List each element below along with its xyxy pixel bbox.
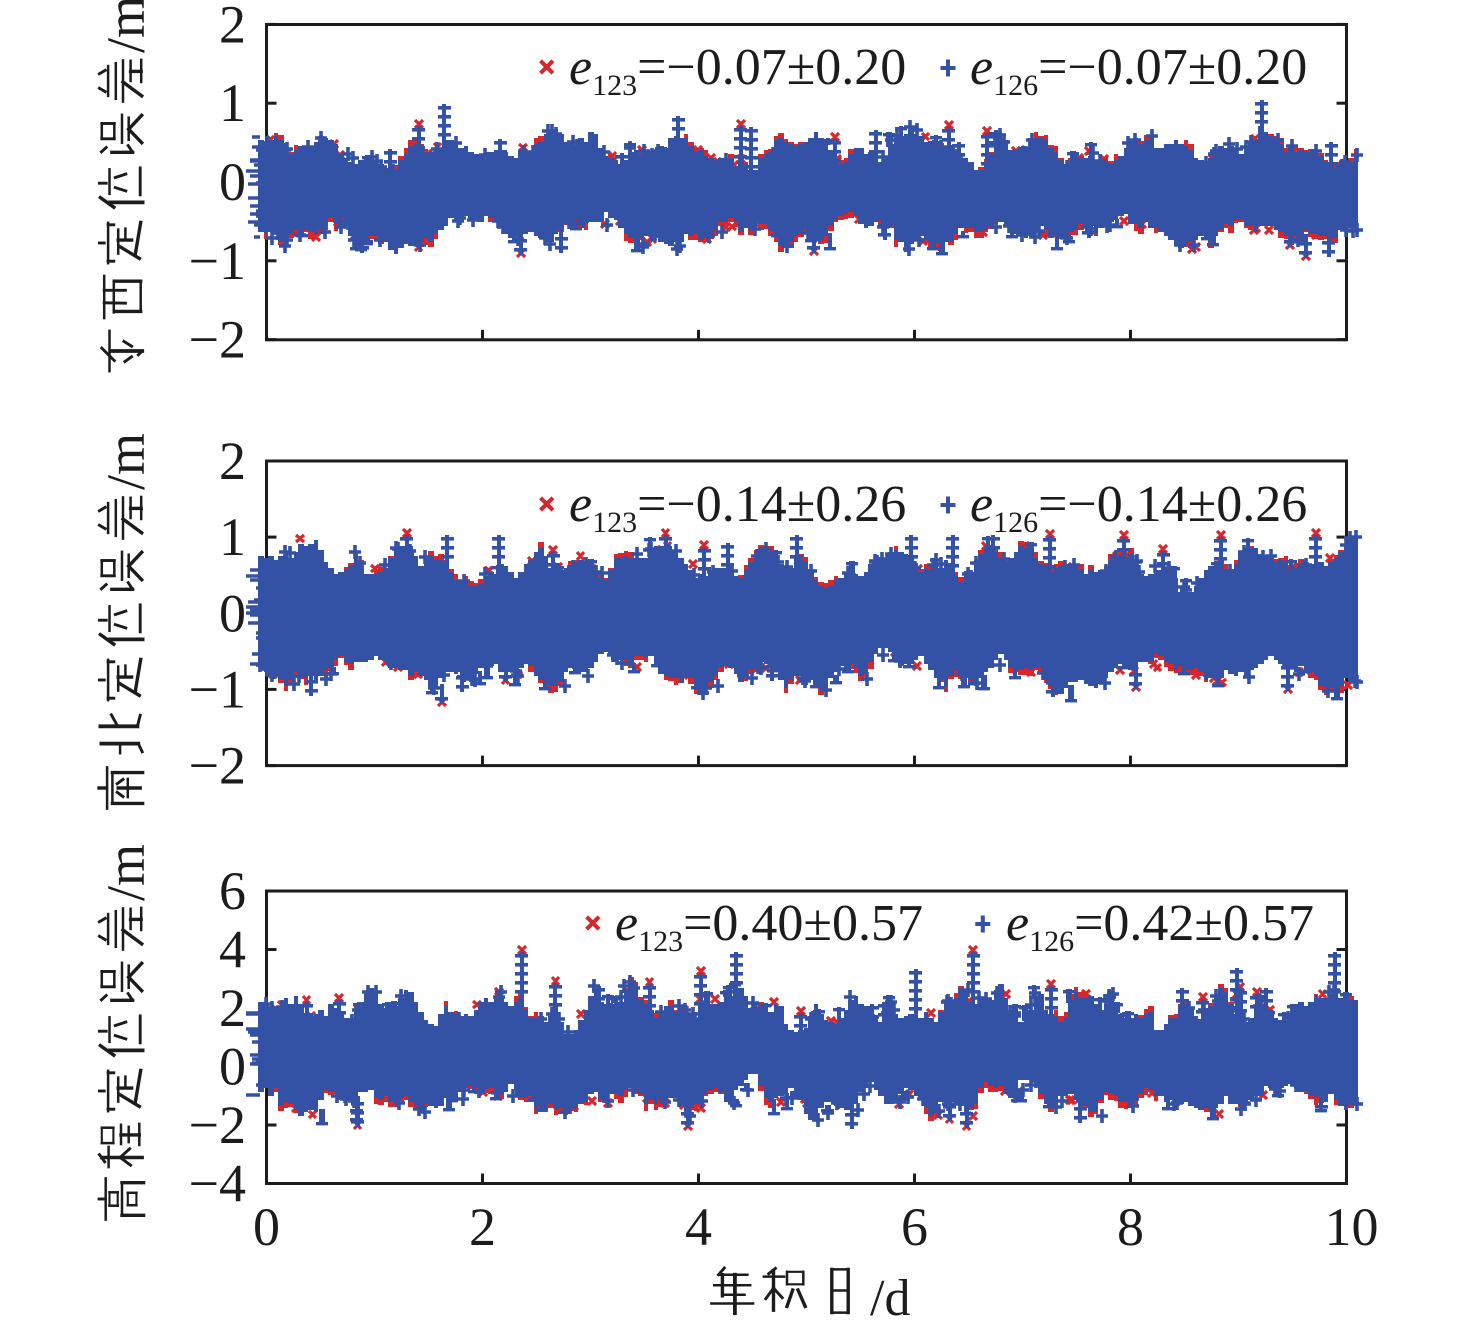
svg-text:e123=−0.07±0.20: e123=−0.07±0.20: [569, 39, 906, 102]
svg-text:4: 4: [685, 1197, 712, 1257]
svg-text:e123=0.40±0.57: e123=0.40±0.57: [615, 895, 923, 958]
svg-text:/m: /m: [96, 844, 156, 901]
svg-text:4: 4: [219, 920, 246, 980]
svg-text:1: 1: [219, 73, 246, 133]
svg-text:e123=−0.14±0.26: e123=−0.14±0.26: [569, 476, 906, 539]
svg-text:0: 0: [219, 152, 246, 212]
svg-text:−4: −4: [189, 1154, 246, 1214]
svg-text:8: 8: [1117, 1197, 1144, 1257]
svg-text:/d: /d: [870, 1270, 910, 1327]
svg-text:−2: −2: [189, 736, 246, 796]
svg-text:−2: −2: [189, 310, 246, 370]
svg-text:/m: /m: [96, 0, 156, 53]
svg-text:1: 1: [219, 507, 246, 567]
svg-text:2: 2: [469, 1197, 496, 1257]
svg-text:0: 0: [219, 1037, 246, 1097]
svg-text:0: 0: [253, 1197, 280, 1257]
svg-text:10: 10: [1325, 1197, 1379, 1257]
svg-text:e126=−0.14±0.26: e126=−0.14±0.26: [970, 476, 1307, 539]
svg-text:2: 2: [219, 0, 246, 54]
svg-text:−1: −1: [189, 231, 246, 291]
svg-text:/m: /m: [96, 433, 156, 490]
svg-text:2: 2: [219, 978, 246, 1038]
svg-text:e126=0.42±0.57: e126=0.42±0.57: [1006, 895, 1314, 958]
svg-text:2: 2: [219, 431, 246, 491]
svg-text:6: 6: [219, 861, 246, 921]
svg-text:6: 6: [901, 1197, 928, 1257]
svg-text:0: 0: [219, 583, 246, 643]
svg-text:−1: −1: [189, 659, 246, 719]
svg-text:e126=−0.07±0.20: e126=−0.07±0.20: [970, 39, 1307, 102]
svg-text:−2: −2: [189, 1095, 246, 1155]
